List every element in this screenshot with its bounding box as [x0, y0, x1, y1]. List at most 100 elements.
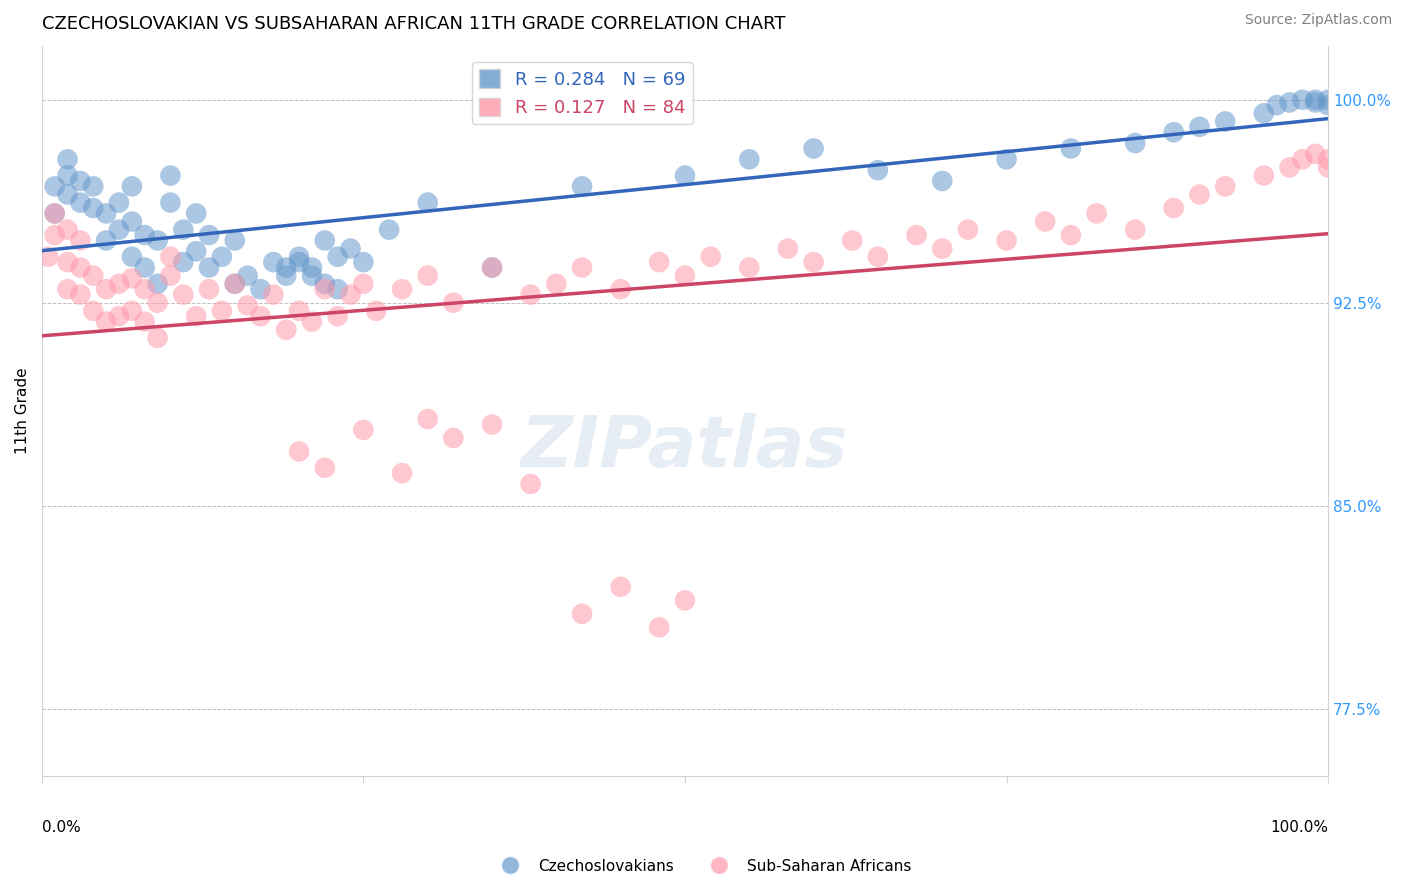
Point	[146, 295, 169, 310]
Point	[211, 303, 233, 318]
Point	[648, 620, 671, 634]
Point	[519, 477, 541, 491]
Point	[82, 268, 104, 283]
Point	[995, 153, 1018, 167]
Point	[121, 250, 143, 264]
Point	[108, 310, 131, 324]
Point	[803, 255, 825, 269]
Point	[609, 282, 631, 296]
Point	[1278, 95, 1301, 110]
Point	[571, 179, 593, 194]
Point	[108, 222, 131, 236]
Point	[44, 206, 66, 220]
Point	[673, 169, 696, 183]
Text: 0.0%: 0.0%	[42, 820, 80, 835]
Point	[276, 268, 298, 283]
Point	[609, 580, 631, 594]
Point	[249, 310, 271, 324]
Point	[1278, 161, 1301, 175]
Point	[1291, 153, 1313, 167]
Point	[44, 228, 66, 243]
Point	[276, 323, 298, 337]
Point	[134, 260, 156, 275]
Point	[519, 287, 541, 301]
Point	[224, 277, 246, 291]
Y-axis label: 11th Grade: 11th Grade	[15, 368, 30, 454]
Point	[288, 250, 311, 264]
Point	[1253, 106, 1275, 120]
Point	[1265, 98, 1288, 112]
Point	[134, 228, 156, 243]
Point	[44, 179, 66, 194]
Point	[56, 169, 79, 183]
Point	[1060, 141, 1083, 155]
Point	[82, 303, 104, 318]
Point	[391, 282, 413, 296]
Point	[441, 295, 464, 310]
Point	[339, 287, 361, 301]
Point	[1317, 161, 1340, 175]
Point	[69, 195, 91, 210]
Point	[699, 250, 721, 264]
Point	[314, 234, 336, 248]
Point	[236, 298, 259, 312]
Point	[172, 222, 194, 236]
Point	[1123, 222, 1146, 236]
Point	[37, 250, 59, 264]
Point	[441, 431, 464, 445]
Point	[905, 228, 928, 243]
Point	[481, 260, 503, 275]
Point	[546, 277, 568, 291]
Point	[1303, 147, 1326, 161]
Text: ZIPatlas: ZIPatlas	[522, 413, 849, 482]
Point	[146, 331, 169, 345]
Point	[224, 234, 246, 248]
Point	[1188, 120, 1211, 134]
Point	[159, 250, 181, 264]
Point	[159, 268, 181, 283]
Point	[1188, 187, 1211, 202]
Point	[1033, 214, 1056, 228]
Point	[44, 206, 66, 220]
Point	[301, 268, 323, 283]
Point	[776, 242, 799, 256]
Point	[1213, 114, 1236, 128]
Point	[198, 260, 221, 275]
Point	[931, 242, 953, 256]
Point	[416, 195, 439, 210]
Point	[121, 303, 143, 318]
Point	[314, 460, 336, 475]
Point	[648, 255, 671, 269]
Point	[198, 282, 221, 296]
Point	[738, 260, 761, 275]
Point	[134, 282, 156, 296]
Point	[391, 466, 413, 480]
Point	[1085, 206, 1108, 220]
Point	[301, 260, 323, 275]
Point	[1303, 95, 1326, 110]
Point	[146, 277, 169, 291]
Point	[82, 179, 104, 194]
Point	[1213, 179, 1236, 194]
Point	[866, 163, 889, 178]
Text: CZECHOSLOVAKIAN VS SUBSAHARAN AFRICAN 11TH GRADE CORRELATION CHART: CZECHOSLOVAKIAN VS SUBSAHARAN AFRICAN 11…	[42, 15, 786, 33]
Point	[224, 277, 246, 291]
Point	[571, 607, 593, 621]
Point	[481, 417, 503, 432]
Point	[366, 303, 388, 318]
Point	[211, 250, 233, 264]
Point	[186, 310, 208, 324]
Point	[378, 222, 401, 236]
Point	[56, 187, 79, 202]
Point	[94, 315, 117, 329]
Point	[134, 315, 156, 329]
Point	[172, 287, 194, 301]
Point	[108, 277, 131, 291]
Point	[159, 195, 181, 210]
Point	[416, 412, 439, 426]
Point	[56, 153, 79, 167]
Point	[1060, 228, 1083, 243]
Point	[738, 153, 761, 167]
Point	[352, 255, 374, 269]
Point	[314, 277, 336, 291]
